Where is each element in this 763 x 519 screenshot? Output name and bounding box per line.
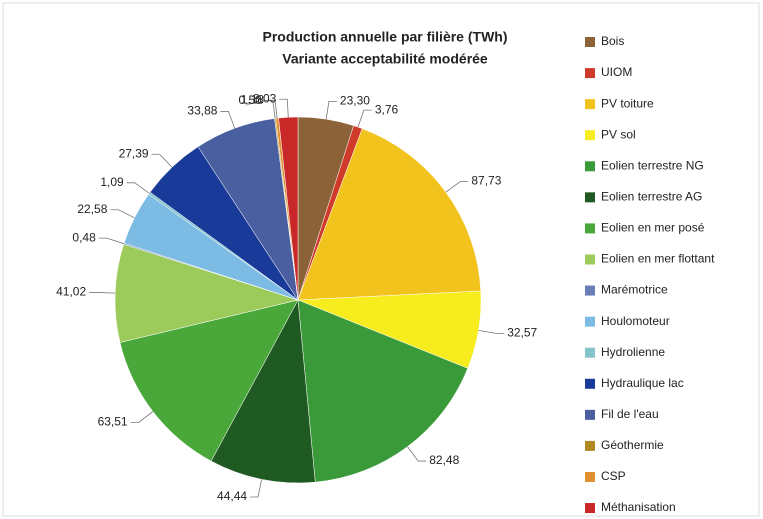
leader-line (279, 98, 289, 118)
data-label: 63,51 (98, 415, 128, 429)
leader-line (357, 109, 372, 128)
data-label: 23,30 (340, 94, 370, 108)
data-label: 41,02 (56, 285, 86, 299)
legend-swatch (585, 99, 595, 110)
pie-slice (210, 299, 316, 484)
data-label: 27,39 (119, 146, 149, 160)
legend-label: Marémotrice (601, 283, 668, 297)
leader-line (220, 111, 236, 129)
legend-label: Eolien terrestre NG (601, 158, 704, 172)
legend-label: PV toiture (601, 96, 654, 110)
data-label: 87,73 (471, 174, 501, 188)
legend-label: Hydraulique lac (601, 376, 684, 390)
chart-subtitle: Variante acceptabilité modérée (282, 51, 488, 67)
legend-swatch (585, 503, 595, 514)
legend-label: Eolien en mer posé (601, 221, 705, 235)
data-label: 1,09 (100, 175, 124, 189)
leader-line (325, 100, 337, 120)
legend-label: Houlomoteur (601, 314, 670, 328)
legend-swatch (585, 347, 595, 358)
legend-swatch (585, 471, 595, 482)
legend-label: Eolien en mer flottant (601, 252, 715, 266)
legend-label: Méthanisation (601, 500, 676, 514)
legend-label: Fil de l'eau (601, 407, 659, 421)
legend-swatch (585, 440, 595, 451)
leader-line (445, 181, 469, 193)
legend-label: Eolien terrestre AG (601, 190, 702, 204)
legend-swatch (585, 378, 595, 389)
pie-slice (119, 299, 299, 462)
data-label: 0,50 (238, 93, 262, 107)
legend-label: Bois (601, 34, 624, 48)
legend-label: PV sol (601, 127, 636, 141)
data-label: 0,48 (72, 230, 96, 244)
legend-swatch (585, 409, 595, 420)
legend-swatch (585, 223, 595, 234)
data-label: 32,57 (507, 326, 537, 340)
leader-line (130, 411, 154, 423)
pie-slice (114, 243, 299, 343)
leader-line (478, 330, 505, 334)
data-label: 1,18 (241, 92, 265, 106)
legend-swatch (585, 37, 595, 47)
leader-line (407, 446, 427, 462)
legend-swatch (585, 254, 595, 265)
legend-swatch (585, 130, 595, 141)
legend-swatch (585, 161, 595, 172)
data-label: 22,58 (77, 202, 107, 216)
data-label: 82,48 (429, 453, 459, 467)
leader-line (98, 237, 125, 245)
legend-swatch (585, 192, 595, 203)
chart-title: Production annuelle par filière (TWh) (262, 29, 507, 45)
legend-label: UIOM (601, 65, 632, 79)
leader-line (151, 153, 173, 168)
legend-swatch (585, 68, 595, 79)
leader-line (267, 99, 278, 119)
data-label: 33,88 (187, 104, 217, 118)
leader-line (110, 209, 135, 219)
pie-slice (297, 128, 482, 301)
legend-label: Hydrolienne (601, 345, 665, 359)
legend-swatch (585, 316, 595, 327)
leader-line (126, 182, 150, 194)
data-label: 3,76 (375, 102, 399, 116)
data-label: 8,03 (253, 91, 277, 105)
legend-label: Géothermie (601, 438, 664, 452)
legend-label: CSP (601, 469, 626, 483)
leader-line (250, 479, 263, 498)
legend-swatch (585, 285, 595, 296)
leader-line (89, 292, 116, 294)
data-label: 44,44 (217, 489, 247, 503)
